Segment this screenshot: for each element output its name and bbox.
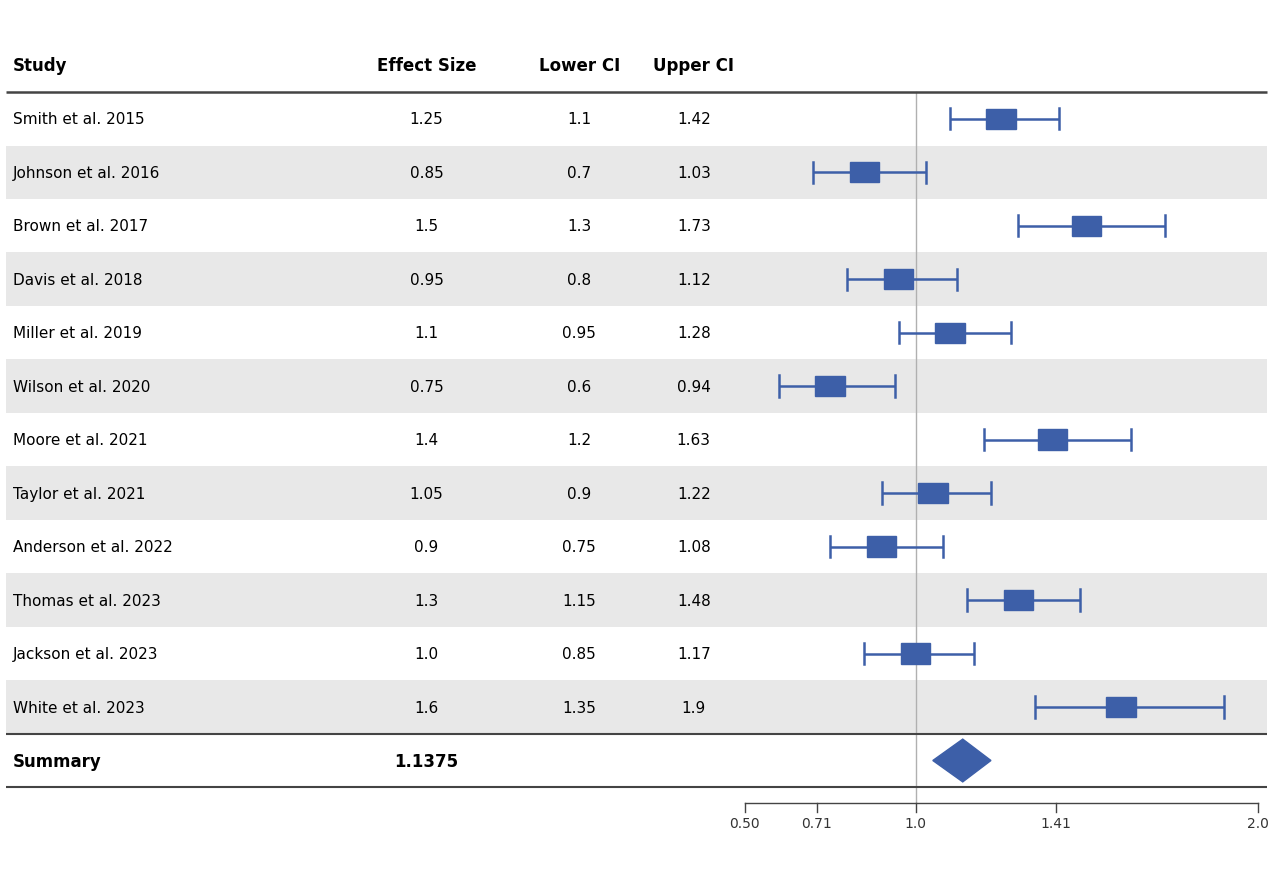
Text: Miller et al. 2019: Miller et al. 2019 xyxy=(13,326,141,341)
Bar xyxy=(867,536,896,558)
Bar xyxy=(6,200,1267,253)
Text: 1.3: 1.3 xyxy=(566,219,592,234)
Polygon shape xyxy=(933,739,990,782)
Bar xyxy=(901,644,931,664)
Text: 0.85: 0.85 xyxy=(410,166,443,181)
Text: Effect Size: Effect Size xyxy=(377,57,476,76)
Text: 1.6: 1.6 xyxy=(414,700,439,715)
Text: 1.9: 1.9 xyxy=(681,700,707,715)
Bar xyxy=(1106,697,1136,717)
Bar xyxy=(6,467,1267,521)
Text: 0.85: 0.85 xyxy=(563,646,596,661)
Text: 0.9: 0.9 xyxy=(414,539,439,555)
Text: 1.63: 1.63 xyxy=(677,433,710,448)
Text: 1.15: 1.15 xyxy=(563,593,596,608)
Text: Johnson et al. 2016: Johnson et al. 2016 xyxy=(13,166,160,181)
Bar xyxy=(849,163,880,184)
Text: 1.41: 1.41 xyxy=(1040,817,1072,831)
Text: 1.3: 1.3 xyxy=(414,593,439,608)
Text: 0.75: 0.75 xyxy=(410,379,443,394)
Text: 0.8: 0.8 xyxy=(568,272,591,287)
Bar xyxy=(883,270,913,290)
Bar xyxy=(1003,590,1032,610)
Text: 1.12: 1.12 xyxy=(677,272,710,287)
Bar xyxy=(6,573,1267,627)
Bar xyxy=(6,360,1267,414)
Text: 1.35: 1.35 xyxy=(563,700,596,715)
Text: 0.95: 0.95 xyxy=(563,326,596,341)
Text: 1.05: 1.05 xyxy=(410,486,443,501)
Text: Summary: Summary xyxy=(13,752,102,770)
Bar xyxy=(936,323,965,343)
Text: 0.7: 0.7 xyxy=(568,166,591,181)
Bar xyxy=(1037,430,1067,450)
Bar xyxy=(6,680,1267,734)
Text: 2.0: 2.0 xyxy=(1246,817,1269,831)
Bar xyxy=(6,253,1267,306)
Text: 0.50: 0.50 xyxy=(729,817,760,831)
Bar xyxy=(6,306,1267,360)
Text: 1.1: 1.1 xyxy=(415,326,438,341)
Text: Wilson et al. 2020: Wilson et al. 2020 xyxy=(13,379,150,394)
Text: 1.0: 1.0 xyxy=(905,817,927,831)
Text: 1.28: 1.28 xyxy=(677,326,710,341)
Text: 1.1375: 1.1375 xyxy=(395,752,458,770)
Text: Upper CI: Upper CI xyxy=(653,57,735,76)
Text: 1.1: 1.1 xyxy=(568,112,591,127)
Text: 1.17: 1.17 xyxy=(677,646,710,661)
Bar xyxy=(6,93,1267,147)
Text: 1.0: 1.0 xyxy=(415,646,438,661)
Text: 1.4: 1.4 xyxy=(415,433,438,448)
Text: Davis et al. 2018: Davis et al. 2018 xyxy=(13,272,143,287)
Text: Thomas et al. 2023: Thomas et al. 2023 xyxy=(13,593,160,608)
Text: 1.2: 1.2 xyxy=(568,433,591,448)
Bar xyxy=(816,377,845,397)
Bar xyxy=(6,147,1267,200)
Bar xyxy=(6,414,1267,467)
Bar xyxy=(987,110,1016,130)
Text: 0.71: 0.71 xyxy=(801,817,831,831)
Bar xyxy=(918,484,947,504)
Text: 1.5: 1.5 xyxy=(415,219,438,234)
Text: Brown et al. 2017: Brown et al. 2017 xyxy=(13,219,148,234)
Text: Jackson et al. 2023: Jackson et al. 2023 xyxy=(13,646,158,661)
Text: 1.03: 1.03 xyxy=(677,166,710,181)
Text: Taylor et al. 2021: Taylor et al. 2021 xyxy=(13,486,145,501)
Text: White et al. 2023: White et al. 2023 xyxy=(13,700,144,715)
Text: 1.08: 1.08 xyxy=(677,539,710,555)
Bar xyxy=(1072,216,1101,236)
Bar xyxy=(6,627,1267,680)
Text: 1.73: 1.73 xyxy=(677,219,710,234)
Text: 0.95: 0.95 xyxy=(410,272,443,287)
Bar xyxy=(6,521,1267,573)
Text: 1.42: 1.42 xyxy=(677,112,710,127)
Text: 1.25: 1.25 xyxy=(410,112,443,127)
Text: 1.48: 1.48 xyxy=(677,593,710,608)
Text: Lower CI: Lower CI xyxy=(538,57,620,76)
Text: 1.22: 1.22 xyxy=(677,486,710,501)
Text: Anderson et al. 2022: Anderson et al. 2022 xyxy=(13,539,172,555)
Text: 0.94: 0.94 xyxy=(677,379,710,394)
Text: 0.9: 0.9 xyxy=(566,486,592,501)
Text: 0.75: 0.75 xyxy=(563,539,596,555)
Text: Moore et al. 2021: Moore et al. 2021 xyxy=(13,433,148,448)
Text: 0.6: 0.6 xyxy=(566,379,592,394)
Text: Study: Study xyxy=(13,57,67,76)
Text: Smith et al. 2015: Smith et al. 2015 xyxy=(13,112,144,127)
